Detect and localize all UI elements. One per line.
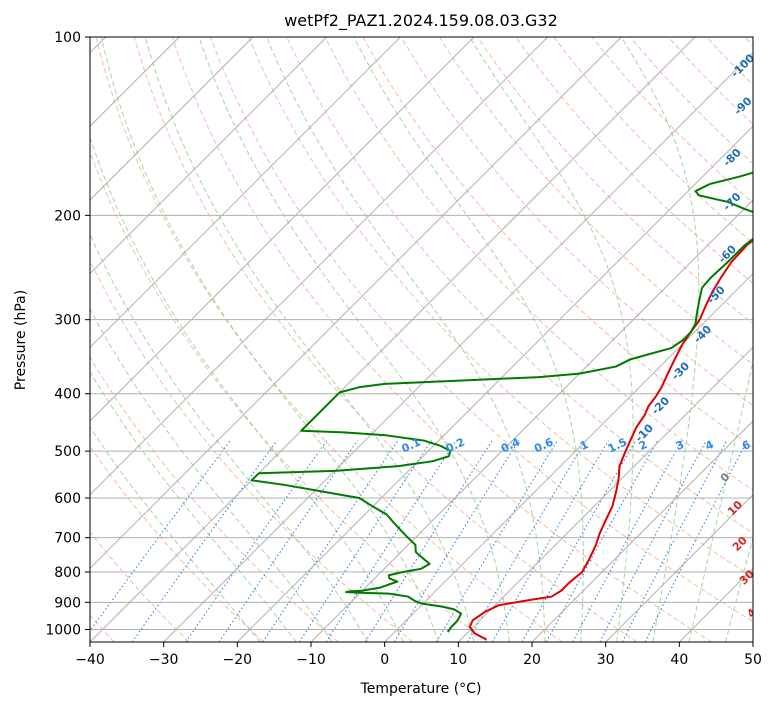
y-axis: 100 200 300 400 500 600 700 800 900 1000 [45, 30, 90, 638]
dry-adiabat-line [90, 445, 264, 642]
isotherm-gridline [90, 37, 254, 201]
y-axis-title: Pressure (hPa) [13, 290, 29, 390]
mixing-ratio-line [262, 440, 399, 642]
isotherm-gridline [457, 346, 753, 642]
dry-adiabat-line [90, 531, 190, 642]
y-tick-label: 400 [54, 387, 81, 403]
x-tick-label: −30 [149, 652, 179, 668]
mixing-ratio-line [298, 440, 432, 642]
isotherm-gridline [90, 37, 328, 275]
x-tick-label: 40 [670, 652, 688, 668]
y-tick-label: 700 [54, 531, 81, 547]
plot-frame [89, 36, 754, 643]
y-tick-label: 1000 [45, 622, 81, 638]
mixing-ratio-line [218, 440, 358, 642]
dry-adiabat-line [324, 37, 753, 491]
x-tick-label: −20 [223, 652, 253, 668]
x-tick-label: −10 [296, 652, 326, 668]
isotherm-gridline [90, 37, 401, 349]
moist-adiabat-line [90, 308, 333, 642]
moist-adiabat-label: 40 [744, 600, 764, 620]
isotherm-gridline [605, 493, 753, 642]
isotherm-gridline [90, 37, 475, 422]
x-tick-label: 50 [744, 652, 762, 668]
chart-title: wetPf2_PAZ1.2024.159.08.03.G32 [284, 11, 558, 31]
y-tick-label: 100 [54, 30, 81, 46]
y-tick-label: 500 [54, 444, 81, 460]
mixing-ratio-line [131, 440, 278, 642]
moist-adiabat-line [198, 37, 510, 642]
dry-adiabat-line [133, 37, 638, 642]
isotherm-gridline [90, 37, 622, 570]
y-tick-label: 600 [54, 491, 81, 507]
x-tick-label: 20 [523, 652, 541, 668]
y-tick-label: 800 [54, 565, 81, 581]
dry-adiabat-line [210, 37, 753, 623]
dry-adiabat-line [171, 37, 712, 642]
mixing-ratio-line [325, 440, 457, 642]
mixing-ratio-line [364, 440, 493, 642]
dry-adiabat-line [515, 37, 753, 284]
x-tick-label: 0 [380, 652, 389, 668]
isotherm-gridline [90, 37, 696, 642]
y-tick-label: 900 [54, 595, 81, 611]
x-axis-title: Temperature (°C) [360, 681, 482, 697]
mixing-ratio-line [545, 440, 659, 642]
mixing-ratio-line [90, 440, 231, 632]
dry-adiabats [90, 37, 753, 642]
mixing-ratio-line [572, 440, 683, 642]
y-tick-label: 300 [54, 313, 81, 329]
moist-adiabat-line [90, 233, 369, 642]
mixing-ratio-line [521, 440, 637, 642]
x-tick-label: −40 [75, 652, 105, 668]
isotherm-gridline [163, 51, 753, 642]
dry-adiabat-line [90, 150, 488, 642]
moist-adiabat-line [725, 536, 753, 642]
moist-adiabat-line [620, 37, 700, 642]
moist-adiabat-line [353, 37, 584, 642]
x-tick-label: 10 [449, 652, 467, 668]
dewpoint-profile-line [250, 171, 753, 633]
mixing-ratio-line [435, 440, 558, 642]
isotherm-gridline [384, 272, 753, 642]
moist-adiabat-line [90, 426, 261, 642]
x-tick-label: 30 [597, 652, 615, 668]
moist-adiabat-line [144, 37, 475, 642]
isotherm-gridline [531, 420, 753, 642]
isotherm-gridline [236, 125, 753, 642]
y-tick-label: 200 [54, 208, 81, 224]
mixing-ratio-line [644, 440, 748, 642]
mixing-ratio-line [467, 440, 587, 642]
dry-adiabat-line [248, 37, 753, 578]
moist-adiabat-line [266, 37, 546, 642]
dry-adiabat-line [90, 356, 339, 642]
moist-adiabat-line [100, 37, 439, 642]
isotherm-gridline [90, 37, 549, 496]
dry-adiabat-line [95, 37, 563, 642]
dry-adiabat-line [400, 37, 753, 407]
x-axis: −40 −30 −20 −10 0 10 20 30 40 50 [75, 642, 762, 668]
profile-series [250, 171, 753, 641]
moist-adiabat-line [688, 358, 753, 642]
dry-adiabat-line [439, 37, 753, 366]
